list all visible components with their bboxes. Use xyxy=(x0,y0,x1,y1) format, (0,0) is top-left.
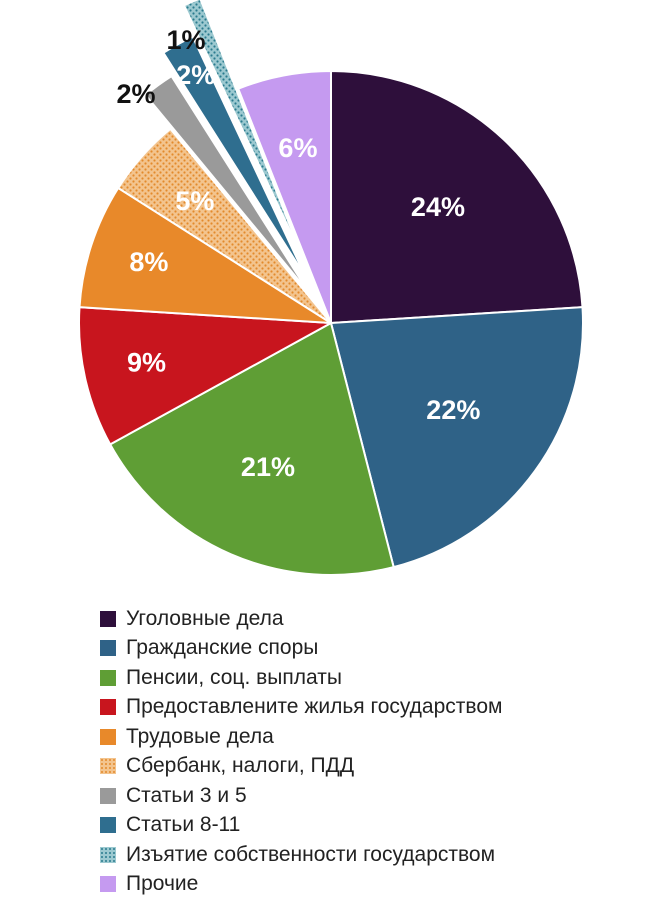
pie-slice-сбербанк-налоги-пдд xyxy=(116,127,332,324)
legend-label: Гражданские споры xyxy=(126,636,319,660)
legend-label: Прочие xyxy=(126,872,199,896)
legend-item-сбербанк-налоги-пдд: Сбербанк, налоги, ПДД xyxy=(100,752,502,782)
legend-item-предоставлените-жилья-государством: Предоставлените жилья государством xyxy=(100,693,502,723)
legend-swatch xyxy=(100,787,116,804)
legend-swatch xyxy=(100,846,116,863)
pie-slice-изъятие-собственности-государством xyxy=(182,0,305,260)
pie-chart: 24% 22% 21% 9% 8% 5% 2% 2% 1% 6% xyxy=(78,0,584,576)
legend-item-трудовые-дела: Трудовые дела xyxy=(100,722,502,752)
pie-slice-прочие xyxy=(236,69,332,324)
legend-item-пенсии-соц-выплаты: Пенсии, соц. выплаты xyxy=(100,663,502,693)
data-label-трудовые-дела: 8% xyxy=(129,247,168,277)
legend-label: Сбербанк, налоги, ПДД xyxy=(126,754,355,778)
pie-slice-предоставлените-жилья-государством xyxy=(78,306,335,446)
legend-swatch xyxy=(100,640,116,657)
legend-item-статьи-8-11: Статьи 8-11 xyxy=(100,811,502,841)
data-label-пенсии-соц-выплаты: 21% xyxy=(241,452,295,482)
legend-swatch xyxy=(100,728,116,745)
legend-item-гражданские-споры: Гражданские споры xyxy=(100,634,502,664)
legend-swatch xyxy=(100,817,116,834)
data-label-статьи-3-и-5: 2% xyxy=(116,79,155,109)
legend-label: Статьи 8-11 xyxy=(126,813,241,837)
legend: Уголовные дела Гражданские споры Пенсии, с… xyxy=(100,604,502,899)
pie-slice-статьи-8-11 xyxy=(162,35,307,278)
pie-slice-уголовные-дела xyxy=(330,69,584,325)
data-label-уголовные-дела: 24% xyxy=(411,192,465,222)
pie-slices xyxy=(78,0,584,576)
data-label-статьи-8-11: 2% xyxy=(176,60,215,90)
data-label-сбербанк-налоги-пдд: 5% xyxy=(175,186,214,216)
legend-item-прочие: Прочие xyxy=(100,870,502,900)
data-label-прочие: 6% xyxy=(278,133,317,163)
data-label-предоставлените-жилья-государством: 9% xyxy=(127,347,166,377)
legend-label: Предоставлените жилья государством xyxy=(126,695,503,719)
legend-item-изъятие-собственности-государством: Изъятие собственности государством xyxy=(100,840,502,870)
legend-label: Пенсии, соц. выплаты xyxy=(126,665,342,689)
legend-item-уголовные-дела: Уголовные дела xyxy=(100,604,502,634)
legend-swatch xyxy=(100,669,116,686)
pie-labels: 24% 22% 21% 9% 8% 5% 2% 2% 1% 6% xyxy=(116,25,480,482)
legend-item-статьи-3-и-5: Статьи 3 и 5 xyxy=(100,781,502,811)
legend-label: Трудовые дела xyxy=(126,724,274,748)
pie-chart-svg: 24% 22% 21% 9% 8% 5% 2% 2% 1% 6% xyxy=(78,0,584,576)
legend-label: Изъятие собственности государством xyxy=(126,842,496,866)
legend-label: Уголовные дела xyxy=(126,606,284,630)
pie-slice-трудовые-дела xyxy=(78,186,332,324)
pie-slice-гражданские-споры xyxy=(329,306,584,569)
legend-label: Статьи 3 и 5 xyxy=(126,783,247,807)
data-label-изъятие-собственности-государством: 1% xyxy=(166,25,205,55)
pie-slice-пенсии-соц-выплаты xyxy=(108,321,395,576)
legend-swatch xyxy=(100,610,116,627)
legend-swatch xyxy=(100,699,116,716)
legend-swatch xyxy=(100,876,116,893)
legend-swatch xyxy=(100,758,116,775)
pie-slice-статьи-3-и-5 xyxy=(144,74,310,293)
data-label-гражданские-споры: 22% xyxy=(426,395,480,425)
